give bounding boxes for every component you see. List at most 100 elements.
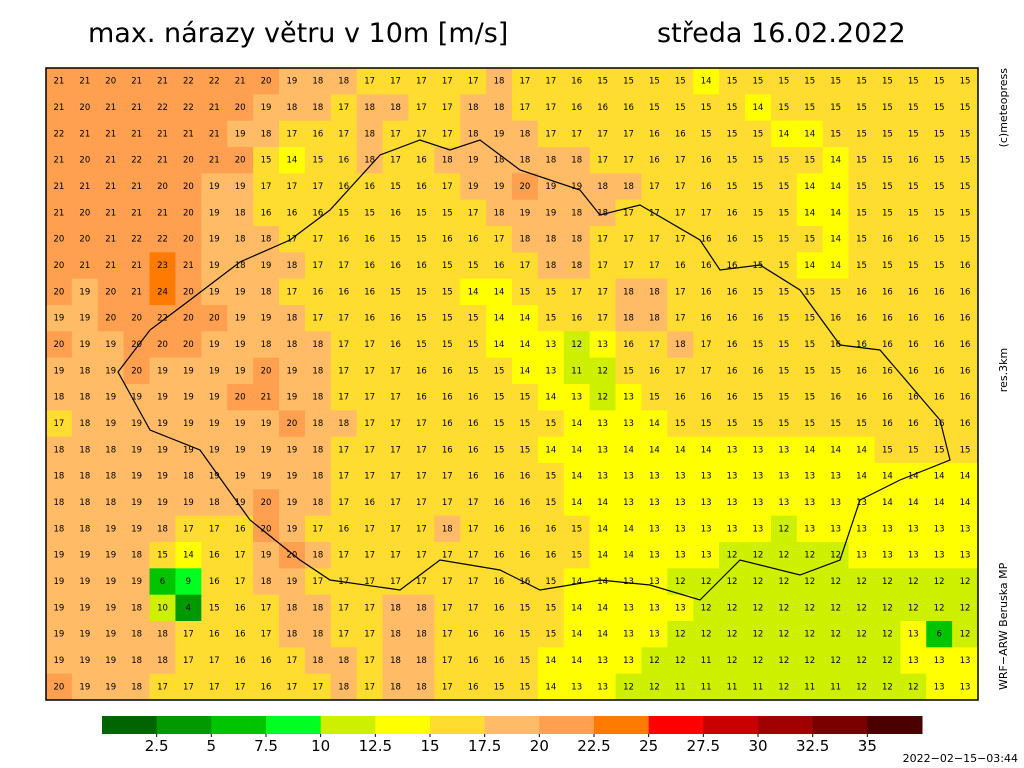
grid-cell: [486, 226, 513, 253]
colorbar-segment: [266, 716, 322, 734]
grid-cell: [615, 199, 642, 227]
grid-value: 16: [960, 366, 971, 376]
grid-value: 15: [908, 103, 919, 113]
grid-cell: [615, 331, 642, 359]
grid-value: 13: [597, 340, 608, 350]
colorbar-label: 10: [311, 737, 330, 755]
grid-cell: [900, 68, 927, 95]
grid-cell: [460, 147, 487, 174]
grid-value: 18: [442, 524, 453, 534]
grid-cell: [201, 410, 228, 438]
grid-value: 12: [830, 630, 841, 640]
grid-cell: [952, 542, 979, 569]
grid-cell: [253, 173, 280, 201]
grid-cell: [563, 489, 591, 517]
grid-value: 17: [209, 524, 220, 534]
grid-value: 17: [261, 630, 272, 640]
grid-cell: [382, 673, 409, 701]
grid-value: 19: [209, 445, 220, 455]
grid-value: 20: [183, 156, 194, 166]
grid-cell: [641, 252, 668, 280]
grid-cell: [563, 436, 591, 464]
grid-cell: [227, 436, 254, 464]
grid-cell: [304, 226, 332, 253]
grid-cell: [227, 252, 254, 280]
grid-cell: [952, 463, 979, 490]
grid-cell: [512, 542, 539, 569]
grid-value: 14: [571, 603, 582, 613]
grid-value: 15: [571, 551, 582, 561]
grid-cell: [589, 173, 617, 201]
grid-value: 12: [753, 577, 764, 587]
grid-cell: [512, 568, 539, 596]
grid-value: 15: [753, 261, 764, 271]
grid-cell: [615, 68, 642, 95]
grid-value: 17: [390, 551, 401, 561]
grid-value: 15: [908, 129, 919, 139]
grid-cell: [693, 515, 720, 543]
grid-cell: [926, 594, 953, 622]
grid-value: 15: [468, 261, 479, 271]
grid-cell: [149, 489, 176, 517]
grid-value: 13: [882, 551, 893, 561]
grid-value: 13: [545, 366, 556, 376]
grid-value: 17: [468, 524, 479, 534]
grid-cell: [848, 436, 875, 464]
grid-value: 21: [54, 156, 65, 166]
grid-value: 18: [338, 682, 349, 692]
grid-value: 15: [753, 393, 764, 403]
grid-value: 15: [312, 156, 323, 166]
grid-cell: [123, 120, 151, 148]
grid-cell: [486, 542, 513, 569]
grid-value: 19: [105, 630, 116, 640]
grid-value: 12: [856, 682, 867, 692]
grid-cell: [253, 463, 280, 490]
grid-value: 19: [79, 340, 90, 350]
grid-value: 16: [571, 103, 582, 113]
grid-value: 15: [753, 208, 764, 218]
grid-cell: [615, 515, 642, 543]
grid-value: 12: [804, 630, 815, 640]
grid-cell: [926, 199, 953, 227]
grid-value: 18: [494, 208, 505, 218]
grid-value: 14: [856, 472, 867, 482]
grid-value: 12: [804, 603, 815, 613]
grid-cell: [71, 673, 99, 701]
grid-value: 19: [209, 287, 220, 297]
grid-cell: [175, 94, 202, 122]
grid-value: 15: [442, 261, 453, 271]
grid-value: 19: [54, 603, 65, 613]
grid-value: 12: [960, 603, 971, 613]
grid-cell: [719, 120, 746, 148]
grid-value: 12: [701, 603, 712, 613]
grid-value: 16: [416, 156, 427, 166]
grid-cell: [719, 278, 746, 306]
grid-cell: [201, 331, 228, 359]
colorbar-label: 30: [748, 737, 767, 755]
grid-value: 15: [442, 208, 453, 218]
grid-cell: [434, 357, 461, 385]
grid-cell: [719, 515, 746, 543]
grid-value: 15: [753, 129, 764, 139]
grid-value: 15: [623, 366, 634, 376]
grid-value: 12: [727, 577, 738, 587]
grid-value: 15: [778, 77, 789, 87]
grid-cell: [227, 384, 254, 411]
grid-value: 19: [235, 445, 246, 455]
grid-value: 14: [597, 603, 608, 613]
grid-value: 13: [753, 445, 764, 455]
grid-cell: [175, 489, 202, 517]
grid-value: 15: [494, 393, 505, 403]
colorbar-label: 22.5: [577, 737, 610, 755]
grid-cell: [615, 357, 642, 385]
grid-cell: [719, 252, 746, 280]
grid-cell: [952, 173, 979, 201]
grid-cell: [123, 515, 151, 543]
grid-value: 16: [649, 129, 660, 139]
grid-cell: [382, 436, 409, 464]
grid-cell: [745, 463, 772, 490]
grid-value: 18: [312, 656, 323, 666]
grid-value: 14: [960, 498, 971, 508]
grid-cell: [926, 357, 953, 385]
grid-cell: [46, 305, 73, 332]
